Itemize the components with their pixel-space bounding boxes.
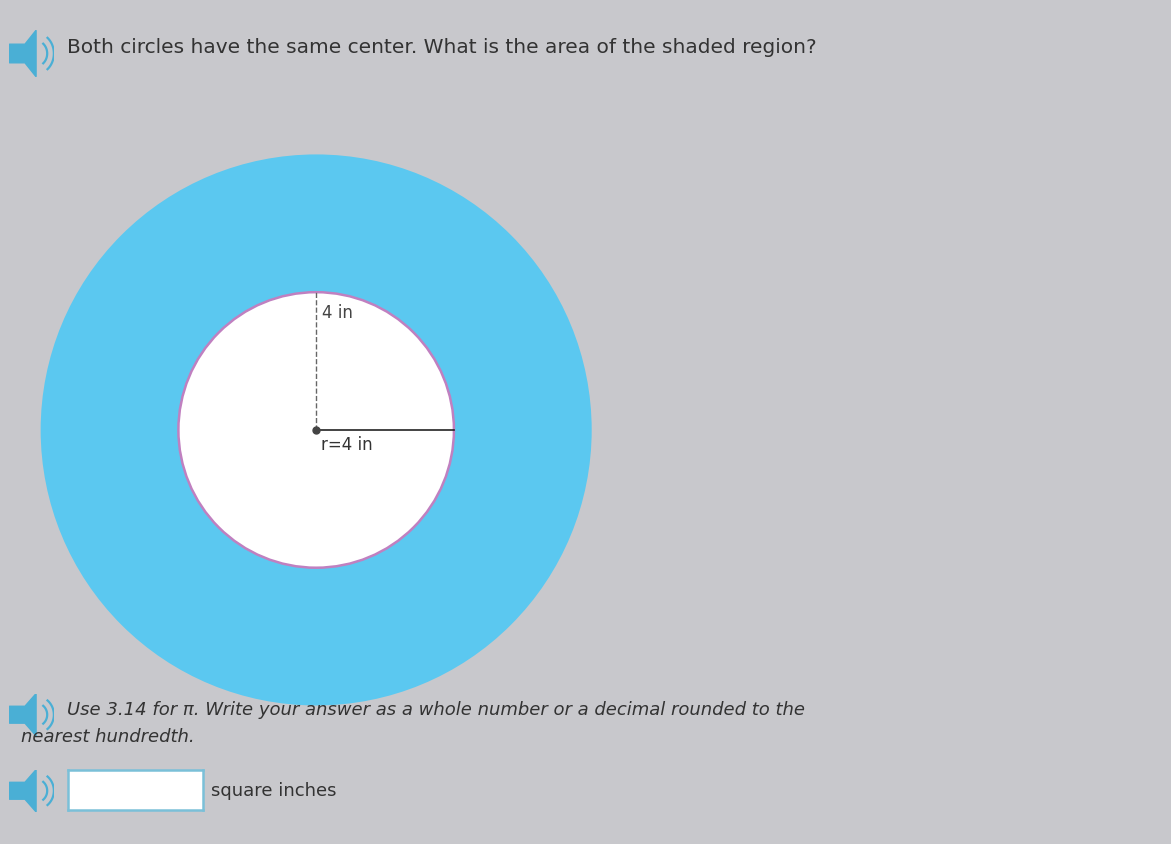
- Text: square inches: square inches: [211, 781, 336, 799]
- Text: r=4 in: r=4 in: [321, 436, 372, 453]
- Text: Both circles have the same center. What is the area of the shaded region?: Both circles have the same center. What …: [67, 38, 816, 57]
- Circle shape: [178, 293, 454, 568]
- Polygon shape: [9, 31, 36, 78]
- Text: 4 in: 4 in: [322, 303, 354, 321]
- Circle shape: [41, 155, 591, 706]
- Polygon shape: [9, 770, 36, 812]
- Text: nearest hundredth.: nearest hundredth.: [21, 728, 194, 745]
- Text: Use 3.14 for π. Write your answer as a whole number or a decimal rounded to the: Use 3.14 for π. Write your answer as a w…: [67, 701, 804, 718]
- Polygon shape: [9, 694, 36, 736]
